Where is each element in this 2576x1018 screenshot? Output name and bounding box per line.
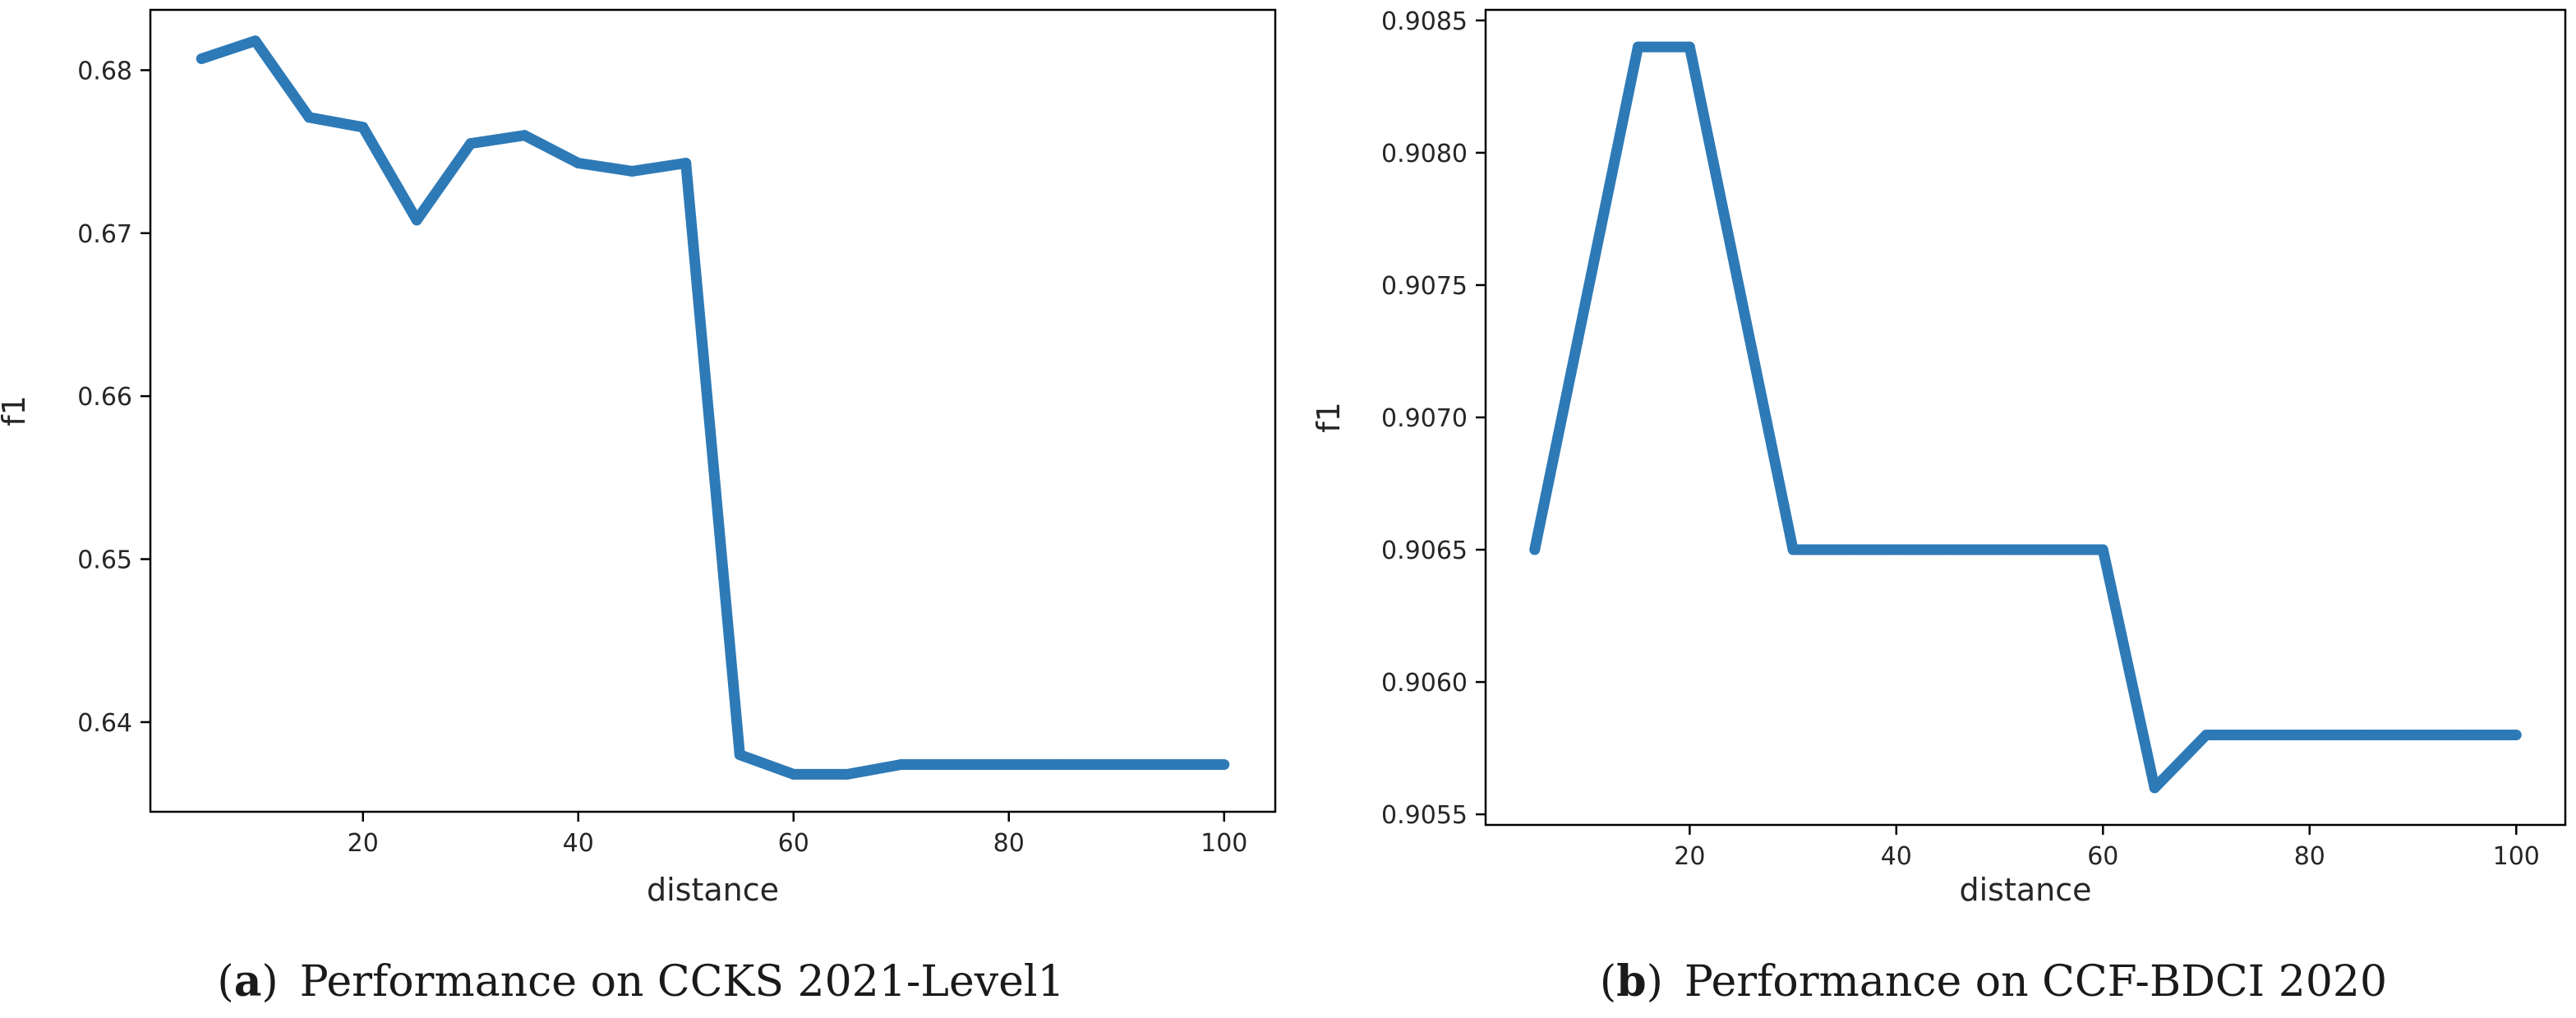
caption-text: Performance on CCKS 2021-Level1 [300, 957, 1065, 1006]
data-point [2200, 729, 2212, 740]
x-tick-label: 100 [1200, 829, 1247, 858]
data-point [896, 758, 907, 770]
figure-caption: (a) Performance on CCKS 2021-Level1 [217, 956, 1064, 1006]
x-tick-label: 40 [1881, 842, 1912, 871]
data-point [518, 130, 530, 141]
x-axis-label: distance [1959, 872, 2091, 908]
caption-letter: a [234, 956, 262, 1006]
data-point [1164, 758, 1176, 770]
data-point [573, 157, 584, 168]
data-point [465, 138, 477, 150]
y-tick-label: 0.64 [77, 709, 132, 738]
y-axis-label: f1 [0, 395, 32, 426]
caption-text: Performance on CCF-BDCI 2020 [1684, 957, 2387, 1006]
y-tick-label: 0.9065 [1381, 537, 1468, 565]
data-point [250, 35, 261, 47]
data-point [626, 165, 638, 177]
data-point [1581, 293, 1592, 304]
y-tick-label: 0.9070 [1381, 404, 1468, 433]
x-tick-label: 60 [2087, 842, 2118, 871]
x-tick-label: 60 [778, 829, 809, 858]
data-point [680, 157, 692, 168]
figure-caption: (b) Performance on CCF-BDCI 2020 [1600, 956, 2387, 1006]
data-point [2510, 729, 2522, 740]
y-tick-label: 0.9075 [1381, 272, 1468, 301]
series-line [200, 35, 1224, 780]
data-point [734, 749, 745, 761]
data-point [1839, 544, 1850, 555]
x-tick-label: 80 [993, 829, 1025, 858]
y-tick-label: 0.65 [77, 546, 132, 575]
data-point [1942, 544, 1954, 555]
series-line [1529, 41, 2517, 794]
data-point [949, 758, 961, 770]
data-point [2149, 782, 2160, 794]
data-point [1891, 544, 1902, 555]
x-tick-label: 20 [348, 829, 379, 858]
data-point [1057, 758, 1068, 770]
data-point [1003, 758, 1015, 770]
data-point [1219, 758, 1230, 770]
data-point [1684, 41, 1695, 53]
y-tick-label: 0.9055 [1381, 801, 1468, 830]
data-point [2458, 729, 2470, 740]
data-point [1735, 293, 1747, 304]
plot-frame [149, 8, 1277, 813]
data-point [788, 768, 800, 780]
data-point [1994, 544, 2006, 555]
chart-panel-b: 20 40 60 80 100 0.9055 0.9060 0.9065 0.9070 0.907… [1311, 7, 2567, 1006]
y-tick-label: 0.68 [77, 57, 132, 85]
x-tick-label: 100 [2493, 842, 2540, 871]
data-point [2252, 729, 2264, 740]
data-point [1529, 544, 1541, 555]
x-tick-label: 40 [563, 829, 594, 858]
data-point [357, 122, 369, 133]
y-tick-label: 0.9080 [1381, 140, 1468, 168]
data-point [2356, 729, 2367, 740]
data-point [2097, 544, 2108, 555]
plot-frame [1484, 8, 2567, 827]
data-point [841, 768, 853, 780]
caption-letter: b [1616, 956, 1646, 1006]
data-point [411, 214, 422, 226]
y-tick-label: 0.9085 [1381, 7, 1468, 36]
y-axis-label: f1 [1311, 402, 1347, 433]
y-tick-label: 0.67 [77, 220, 132, 249]
data-point [196, 53, 207, 65]
chart-panel-a: 20 40 60 80 100 0.64 0.65 0.66 0.67 0.68 distance f… [0, 8, 1277, 1006]
data-point [2408, 729, 2419, 740]
x-tick-label: 20 [1674, 842, 1705, 871]
x-axis-label: distance [647, 872, 779, 908]
y-tick-label: 0.9060 [1381, 669, 1468, 698]
x-tick-label: 80 [2294, 842, 2325, 871]
data-point [2045, 544, 2057, 555]
data-point [1632, 41, 1643, 53]
data-point [1111, 758, 1122, 770]
data-point [303, 112, 315, 123]
y-tick-label: 0.66 [77, 383, 132, 412]
data-point [2304, 729, 2316, 740]
data-point [1787, 544, 1799, 555]
